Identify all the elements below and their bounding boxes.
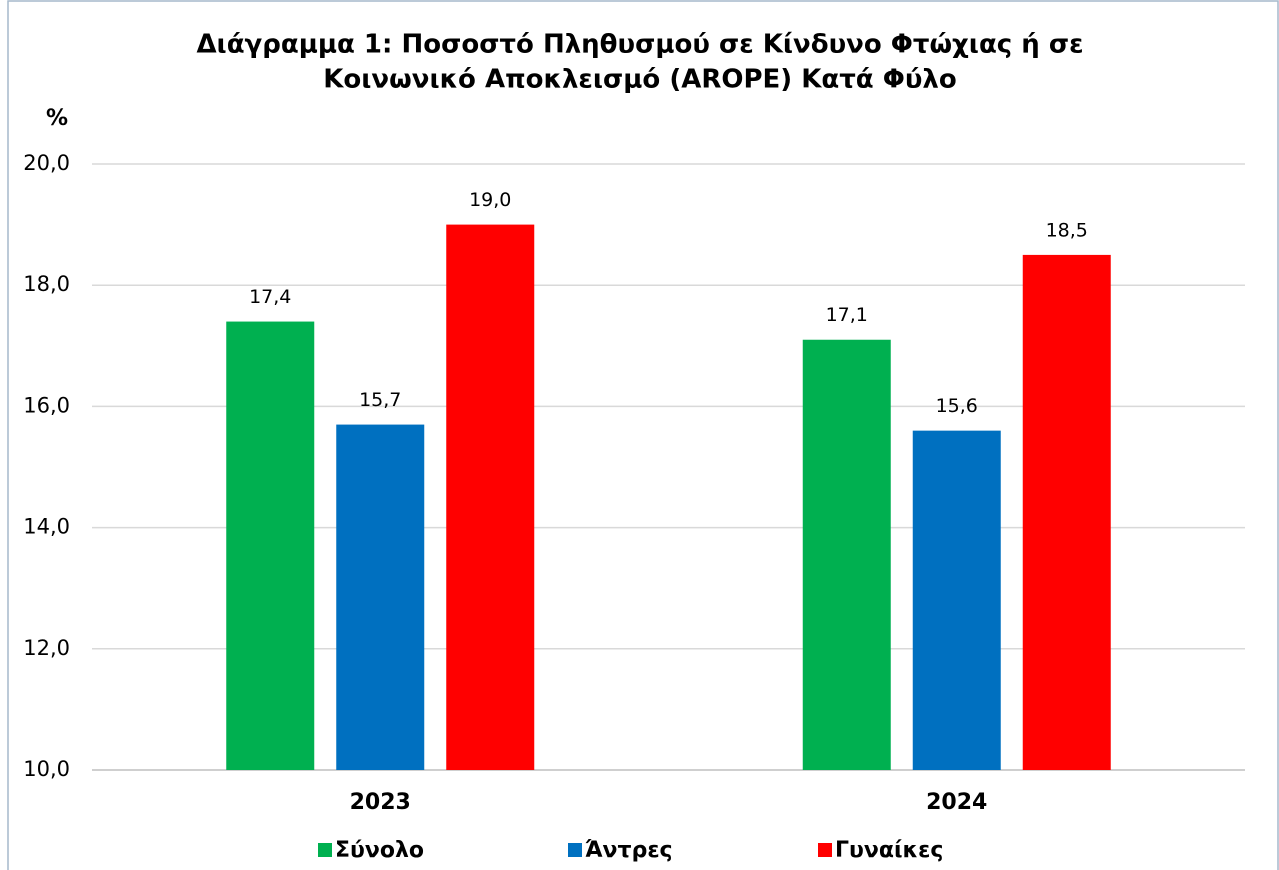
value-label: 19,0	[469, 189, 511, 211]
y-axis-label: %	[46, 106, 68, 131]
bar	[336, 424, 425, 770]
x-tick-label: 2023	[350, 790, 411, 815]
y-tick-label: 14,0	[23, 515, 70, 539]
bar	[226, 321, 315, 770]
chart-title: Κοινωνικό Αποκλεισμό (AROPE) Κατά Φύλο	[323, 65, 956, 95]
legend-label: Γυναίκες	[835, 838, 943, 863]
bar	[912, 430, 1001, 770]
bar	[802, 339, 891, 770]
y-tick-label: 16,0	[23, 393, 70, 417]
x-tick-label: 2024	[926, 790, 987, 815]
chart-title: Διάγραμμα 1: Ποσοστό Πληθυσμού σε Κίνδυν…	[196, 30, 1083, 60]
value-label: 15,7	[359, 389, 401, 411]
value-label: 17,4	[249, 286, 291, 308]
value-label: 18,5	[1046, 219, 1088, 241]
legend-swatch	[818, 843, 832, 857]
legend-swatch	[318, 843, 332, 857]
legend-swatch	[568, 843, 582, 857]
y-tick-label: 12,0	[23, 636, 70, 660]
legend-label: Άντρες	[585, 838, 673, 863]
y-tick-label: 18,0	[23, 272, 70, 296]
legend-label: Σύνολο	[335, 838, 424, 863]
bar	[446, 224, 535, 771]
bar	[1022, 254, 1111, 770]
value-label: 15,6	[936, 395, 978, 417]
y-tick-label: 20,0	[23, 151, 70, 175]
y-tick-label: 10,0	[23, 757, 70, 781]
value-label: 17,1	[826, 304, 868, 326]
